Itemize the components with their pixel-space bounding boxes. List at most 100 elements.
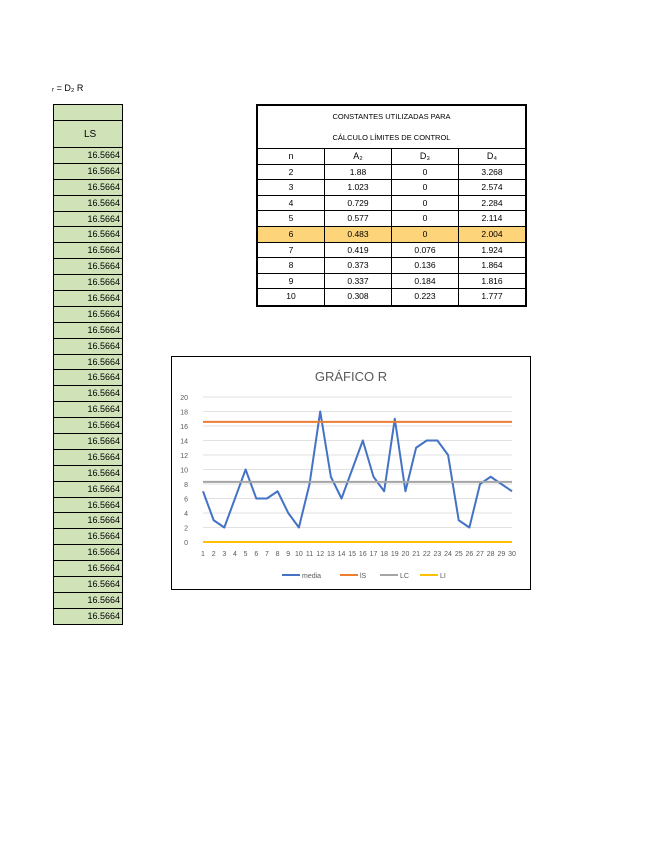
x-tick-label: 23: [434, 551, 442, 558]
constants-cell[interactable]: 0.308: [325, 289, 392, 305]
header-d4[interactable]: D₄: [459, 149, 525, 164]
ls-cell[interactable]: 16.5664: [53, 498, 123, 514]
y-tick-label: 18: [180, 410, 188, 417]
ls-cell[interactable]: 16.5664: [53, 434, 123, 450]
constants-cell[interactable]: 0.076: [392, 243, 459, 258]
x-tick-label: 16: [359, 551, 367, 558]
ls-cell[interactable]: 16.5664: [53, 545, 123, 561]
ls-cell[interactable]: 16.5664: [53, 402, 123, 418]
constants-cell[interactable]: 1.924: [459, 243, 525, 258]
legend-label: media: [302, 573, 321, 580]
constants-cell[interactable]: 1.88: [325, 165, 392, 180]
constants-row: 3 1.023 0 2.574: [258, 180, 525, 196]
constants-row: 10 0.308 0.223 1.777: [258, 289, 525, 305]
constants-cell[interactable]: 2: [258, 165, 325, 180]
constants-cell[interactable]: 0.419: [325, 243, 392, 258]
ls-cell[interactable]: 16.5664: [53, 148, 123, 164]
constants-cell[interactable]: 1.816: [459, 274, 525, 289]
constants-cell[interactable]: 3: [258, 180, 325, 195]
x-tick-label: 22: [423, 551, 431, 558]
constants-row: 8 0.373 0.136 1.864: [258, 258, 525, 274]
constants-cell[interactable]: 0.577: [325, 211, 392, 226]
constants-cell[interactable]: 10: [258, 289, 325, 305]
x-tick-label: 9: [286, 551, 290, 558]
x-tick-label: 24: [444, 551, 452, 558]
constants-cell[interactable]: 2.284: [459, 196, 525, 211]
chart-title: GRÁFICO R: [315, 369, 387, 384]
ls-cell[interactable]: 16.5664: [53, 164, 123, 180]
constants-cell[interactable]: 2.574: [459, 180, 525, 195]
ls-cell[interactable]: 16.5664: [53, 418, 123, 434]
ls-cell[interactable]: 16.5664: [53, 291, 123, 307]
ls-cell[interactable]: 16.5664: [53, 180, 123, 196]
ls-cell[interactable]: 16.5664: [53, 482, 123, 498]
constants-cell[interactable]: 2.114: [459, 211, 525, 226]
ls-cell[interactable]: 16.5664: [53, 561, 123, 577]
ls-cell[interactable]: 16.5664: [53, 466, 123, 482]
constants-cell[interactable]: 0.337: [325, 274, 392, 289]
constants-cell[interactable]: 0: [392, 196, 459, 211]
constants-cell[interactable]: 1.023: [325, 180, 392, 195]
constants-cell[interactable]: 9: [258, 274, 325, 289]
constants-title-line1: CONSTANTES UTILIZADAS PARA: [258, 106, 525, 127]
ls-cell[interactable]: 16.5664: [53, 339, 123, 355]
ls-cell[interactable]: 16.5664: [53, 323, 123, 339]
y-tick-label: 2: [184, 526, 188, 533]
constants-cell[interactable]: 2.004: [459, 227, 525, 242]
constants-cell[interactable]: 0: [392, 165, 459, 180]
x-tick-label: 7: [265, 551, 269, 558]
header-d3[interactable]: D₃: [392, 149, 459, 164]
ls-cell[interactable]: 16.5664: [53, 450, 123, 466]
ls-column: LS 16.5664 16.5664 16.5664 16.5664 16.5664 16…: [53, 104, 123, 625]
ls-cell[interactable]: 16.5664: [53, 243, 123, 259]
ls-cell[interactable]: 16.5664: [53, 212, 123, 228]
ls-cell[interactable]: 16.5664: [53, 593, 123, 609]
y-tick-label: 10: [180, 468, 188, 475]
constants-cell[interactable]: 1.777: [459, 289, 525, 305]
ls-cell[interactable]: 16.5664: [53, 275, 123, 291]
constants-cell[interactable]: 0.373: [325, 258, 392, 273]
constants-cell[interactable]: 4: [258, 196, 325, 211]
x-tick-label: 28: [487, 551, 495, 558]
ls-cell[interactable]: 16.5664: [53, 227, 123, 243]
constants-cell[interactable]: 0: [392, 180, 459, 195]
constants-cell[interactable]: 1.864: [459, 258, 525, 273]
y-tick-label: 0: [184, 540, 188, 547]
ls-blank-cell[interactable]: [53, 104, 123, 120]
ls-cell[interactable]: 16.5664: [53, 513, 123, 529]
constants-header-row: n A₂ D₃ D₄: [258, 149, 525, 165]
ls-cell[interactable]: 16.5664: [53, 386, 123, 402]
ls-cell[interactable]: 16.5664: [53, 370, 123, 386]
ls-cell[interactable]: 16.5664: [53, 196, 123, 212]
x-tick-label: 3: [222, 551, 226, 558]
constants-row: 7 0.419 0.076 1.924: [258, 243, 525, 259]
constants-cell[interactable]: 0.729: [325, 196, 392, 211]
ls-cell[interactable]: 16.5664: [53, 577, 123, 593]
ls-cell[interactable]: 16.5664: [53, 609, 123, 625]
ls-cell[interactable]: 16.5664: [53, 529, 123, 545]
x-tick-label: 27: [476, 551, 484, 558]
constants-cell[interactable]: 3.268: [459, 165, 525, 180]
header-n[interactable]: n: [258, 149, 325, 164]
x-tick-label: 19: [391, 551, 399, 558]
constants-cell[interactable]: 8: [258, 258, 325, 273]
constants-cell[interactable]: 0.184: [392, 274, 459, 289]
constants-cell[interactable]: 5: [258, 211, 325, 226]
constants-cell[interactable]: 0: [392, 227, 459, 242]
constants-cell[interactable]: 7: [258, 243, 325, 258]
constants-cell[interactable]: 6: [258, 227, 325, 242]
ls-cell[interactable]: 16.5664: [53, 355, 123, 371]
constants-row: 4 0.729 0 2.284: [258, 196, 525, 212]
x-tick-label: 2: [212, 551, 216, 558]
constants-cell[interactable]: 0.483: [325, 227, 392, 242]
formula-text: ᵣ = D₂ R: [52, 83, 83, 93]
header-a2[interactable]: A₂: [325, 149, 392, 164]
constants-cell[interactable]: 0.223: [392, 289, 459, 305]
constants-cell[interactable]: 0: [392, 211, 459, 226]
constants-row: 2 1.88 0 3.268: [258, 165, 525, 181]
constants-cell[interactable]: 0.136: [392, 258, 459, 273]
ls-cell[interactable]: 16.5664: [53, 259, 123, 275]
ls-cell[interactable]: 16.5664: [53, 307, 123, 323]
y-tick-label: 14: [180, 439, 188, 446]
ls-header[interactable]: LS: [53, 120, 123, 148]
